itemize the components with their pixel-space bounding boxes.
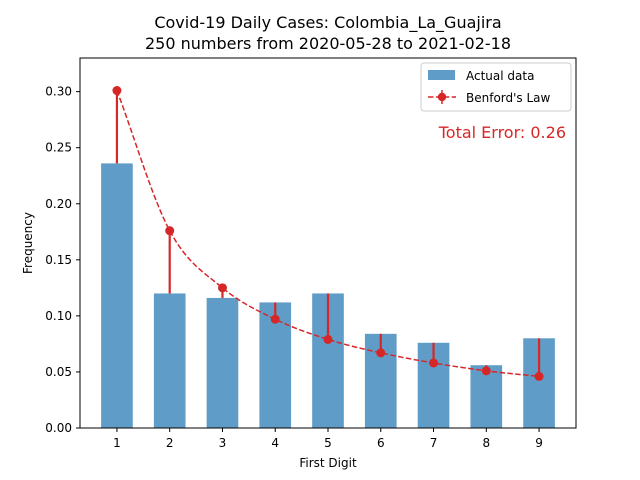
x-tick-label: 9 (535, 436, 543, 450)
legend-marker-swatch (437, 92, 447, 102)
bar-digit-1 (101, 163, 133, 429)
bar-digit-8 (470, 365, 503, 428)
y-tick-label: 0.10 (45, 309, 72, 323)
y-tick-label: 0.05 (45, 365, 72, 379)
benford-marker-digit-3 (217, 283, 227, 293)
benford-marker-digit-7 (429, 358, 439, 368)
y-tick-label: 0.00 (45, 421, 72, 435)
y-tick-label: 0.15 (45, 253, 72, 267)
legend: Actual data Benford's Law (420, 62, 572, 112)
legend-label-actual: Actual data (466, 69, 534, 83)
y-axis: 0.00 0.05 0.10 0.15 0.20 0.25 0.30 (45, 85, 80, 435)
benford-marker-digit-1 (112, 86, 122, 96)
x-tick-label: 3 (219, 436, 227, 450)
legend-label-benford: Benford's Law (466, 91, 551, 105)
y-tick-label: 0.25 (45, 141, 72, 155)
x-tick-label: 6 (377, 436, 385, 450)
x-axis-label: First Digit (299, 456, 357, 470)
bar-digit-3 (206, 297, 239, 428)
benford-line (116, 90, 540, 378)
benford-marker-digit-5 (323, 334, 333, 344)
y-tick-label: 0.30 (45, 85, 72, 99)
legend-frame (420, 62, 572, 112)
x-tick-label: 1 (113, 436, 121, 450)
x-tick-label: 4 (271, 436, 279, 450)
benford-marker-digit-8 (481, 366, 491, 376)
chart-subtitle: 250 numbers from 2020-05-28 to 2021-02-1… (145, 34, 511, 53)
benford-marker-group (112, 86, 544, 381)
x-axis: 1 2 3 4 5 6 7 8 9 (113, 428, 543, 450)
benford-marker-digit-9 (534, 371, 544, 381)
x-tick-label: 2 (166, 436, 174, 450)
x-tick-label: 5 (324, 436, 332, 450)
chart-title: Covid-19 Daily Cases: Colombia_La_Guajir… (154, 13, 501, 33)
x-tick-label: 8 (482, 436, 490, 450)
legend-bar-swatch (428, 70, 455, 80)
benford-marker-digit-2 (165, 226, 175, 236)
x-tick-label: 7 (430, 436, 438, 450)
y-tick-label: 0.20 (45, 197, 72, 211)
benford-marker-digit-6 (376, 348, 386, 358)
y-axis-label: Frequency (21, 212, 35, 274)
total-error-annotation: Total Error: 0.26 (438, 123, 566, 142)
bar-digit-2 (153, 293, 186, 428)
benford-marker-digit-4 (270, 314, 280, 324)
